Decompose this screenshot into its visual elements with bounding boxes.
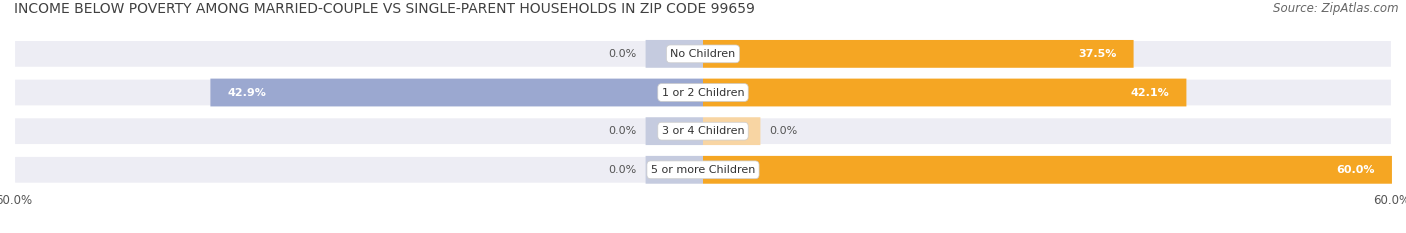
Text: INCOME BELOW POVERTY AMONG MARRIED-COUPLE VS SINGLE-PARENT HOUSEHOLDS IN ZIP COD: INCOME BELOW POVERTY AMONG MARRIED-COUPL… — [14, 2, 755, 16]
Text: 42.9%: 42.9% — [228, 88, 267, 98]
Text: 5 or more Children: 5 or more Children — [651, 165, 755, 175]
Text: 0.0%: 0.0% — [609, 165, 637, 175]
Text: 60.0%: 60.0% — [1336, 165, 1375, 175]
Text: 0.0%: 0.0% — [769, 126, 797, 136]
Text: 3 or 4 Children: 3 or 4 Children — [662, 126, 744, 136]
FancyBboxPatch shape — [703, 79, 1187, 106]
Text: No Children: No Children — [671, 49, 735, 59]
FancyBboxPatch shape — [645, 40, 703, 68]
FancyBboxPatch shape — [703, 40, 1133, 68]
FancyBboxPatch shape — [703, 156, 1392, 184]
Text: 1 or 2 Children: 1 or 2 Children — [662, 88, 744, 98]
FancyBboxPatch shape — [703, 117, 761, 145]
Text: 42.1%: 42.1% — [1130, 88, 1170, 98]
FancyBboxPatch shape — [14, 156, 1392, 184]
FancyBboxPatch shape — [645, 156, 703, 184]
Text: 0.0%: 0.0% — [609, 49, 637, 59]
FancyBboxPatch shape — [14, 79, 1392, 106]
Text: Source: ZipAtlas.com: Source: ZipAtlas.com — [1274, 2, 1399, 15]
FancyBboxPatch shape — [14, 117, 1392, 145]
Text: 0.0%: 0.0% — [609, 126, 637, 136]
FancyBboxPatch shape — [211, 79, 703, 106]
FancyBboxPatch shape — [645, 117, 703, 145]
FancyBboxPatch shape — [14, 40, 1392, 68]
Text: 37.5%: 37.5% — [1078, 49, 1116, 59]
